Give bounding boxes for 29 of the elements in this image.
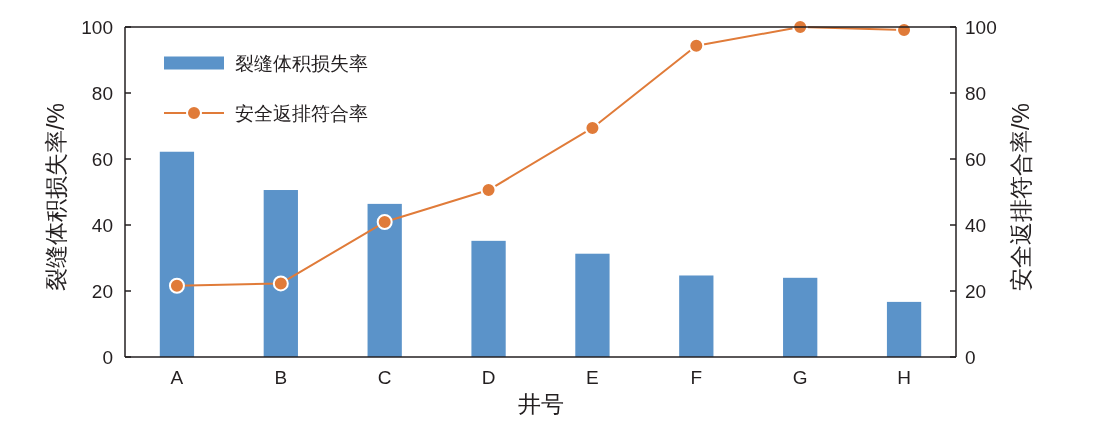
y2-tick-label: 0 — [965, 346, 976, 368]
point — [376, 214, 393, 231]
legend-label: 安全返排符合率 — [235, 102, 368, 124]
x-tick-label: C — [377, 366, 392, 388]
y-tick-label: 20 — [91, 280, 113, 302]
legend-label: 裂缝体积损失率 — [235, 52, 368, 74]
x-axis-title: 井号 — [517, 391, 564, 417]
y-tick-label: 0 — [102, 346, 113, 368]
y-tick-label: 100 — [81, 16, 113, 38]
y-tick-label: 80 — [91, 82, 113, 104]
y-tick-label: 60 — [91, 148, 113, 170]
y2-tick-label: 40 — [965, 214, 987, 236]
point — [272, 275, 289, 292]
x-tick-label: E — [586, 366, 599, 388]
point — [688, 37, 705, 54]
point — [168, 277, 185, 294]
y2-tick-label: 100 — [965, 16, 997, 38]
x-tick-label: G — [792, 366, 808, 388]
y2-tick-label: 80 — [965, 82, 987, 104]
x-tick-label: F — [690, 366, 703, 388]
y2-tick-label: 20 — [965, 280, 987, 302]
y2-tick-label: 60 — [965, 148, 987, 170]
y2-axis-title: 安全返排符合率/% — [1008, 103, 1034, 291]
x-tick-label: D — [481, 366, 496, 388]
x-tick-label: B — [274, 366, 288, 388]
x-tick-label: A — [170, 366, 184, 388]
y-tick-label: 40 — [91, 214, 113, 236]
x-tick-label: H — [897, 366, 911, 388]
y-axis-title: 裂缝体积损失率/% — [43, 103, 69, 291]
